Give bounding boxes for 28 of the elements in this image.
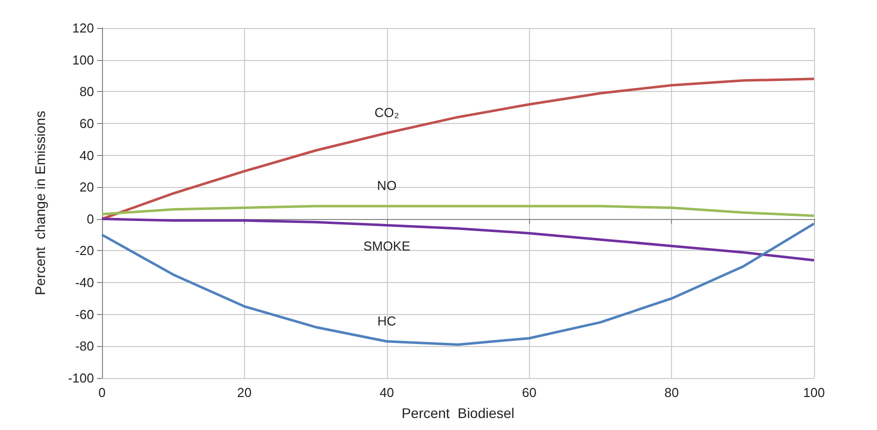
y-tick-label: 120 bbox=[72, 20, 94, 36]
y-tick-label: 20 bbox=[80, 180, 94, 195]
x-tick-label: 80 bbox=[664, 385, 679, 400]
x-tick-label: 40 bbox=[380, 385, 394, 400]
y-tick-label: 80 bbox=[80, 84, 94, 100]
y-tick-label: 100 bbox=[72, 52, 94, 68]
y-tick-label: 0 bbox=[86, 211, 94, 226]
series-label: HC bbox=[377, 313, 396, 328]
x-tick-label: 60 bbox=[522, 385, 536, 400]
line-series bbox=[100, 222, 816, 346]
x-tick-label: 0 bbox=[98, 385, 106, 400]
y-tick-label: 40 bbox=[80, 148, 94, 163]
x-tick-label: 20 bbox=[237, 385, 252, 400]
y-tick-label: -100 bbox=[68, 370, 94, 386]
y-tick-label: -20 bbox=[75, 243, 94, 258]
y-tick-label: -40 bbox=[75, 275, 94, 290]
line-series bbox=[100, 218, 816, 262]
series-label: NO bbox=[377, 178, 397, 194]
y-tick-label: -60 bbox=[75, 306, 94, 322]
x-tick-label: 100 bbox=[803, 385, 825, 400]
line-series bbox=[100, 204, 816, 217]
line-series bbox=[100, 78, 816, 220]
y-tick-label: -80 bbox=[75, 338, 94, 354]
x-axis-title: Percent Biodiesel bbox=[402, 405, 514, 421]
y-axis-title: Percent change in Emissions bbox=[32, 110, 48, 296]
y-tick-label: 60 bbox=[80, 116, 94, 131]
series-label: CO₂ bbox=[374, 104, 400, 120]
series-label: SMOKE bbox=[363, 238, 411, 254]
